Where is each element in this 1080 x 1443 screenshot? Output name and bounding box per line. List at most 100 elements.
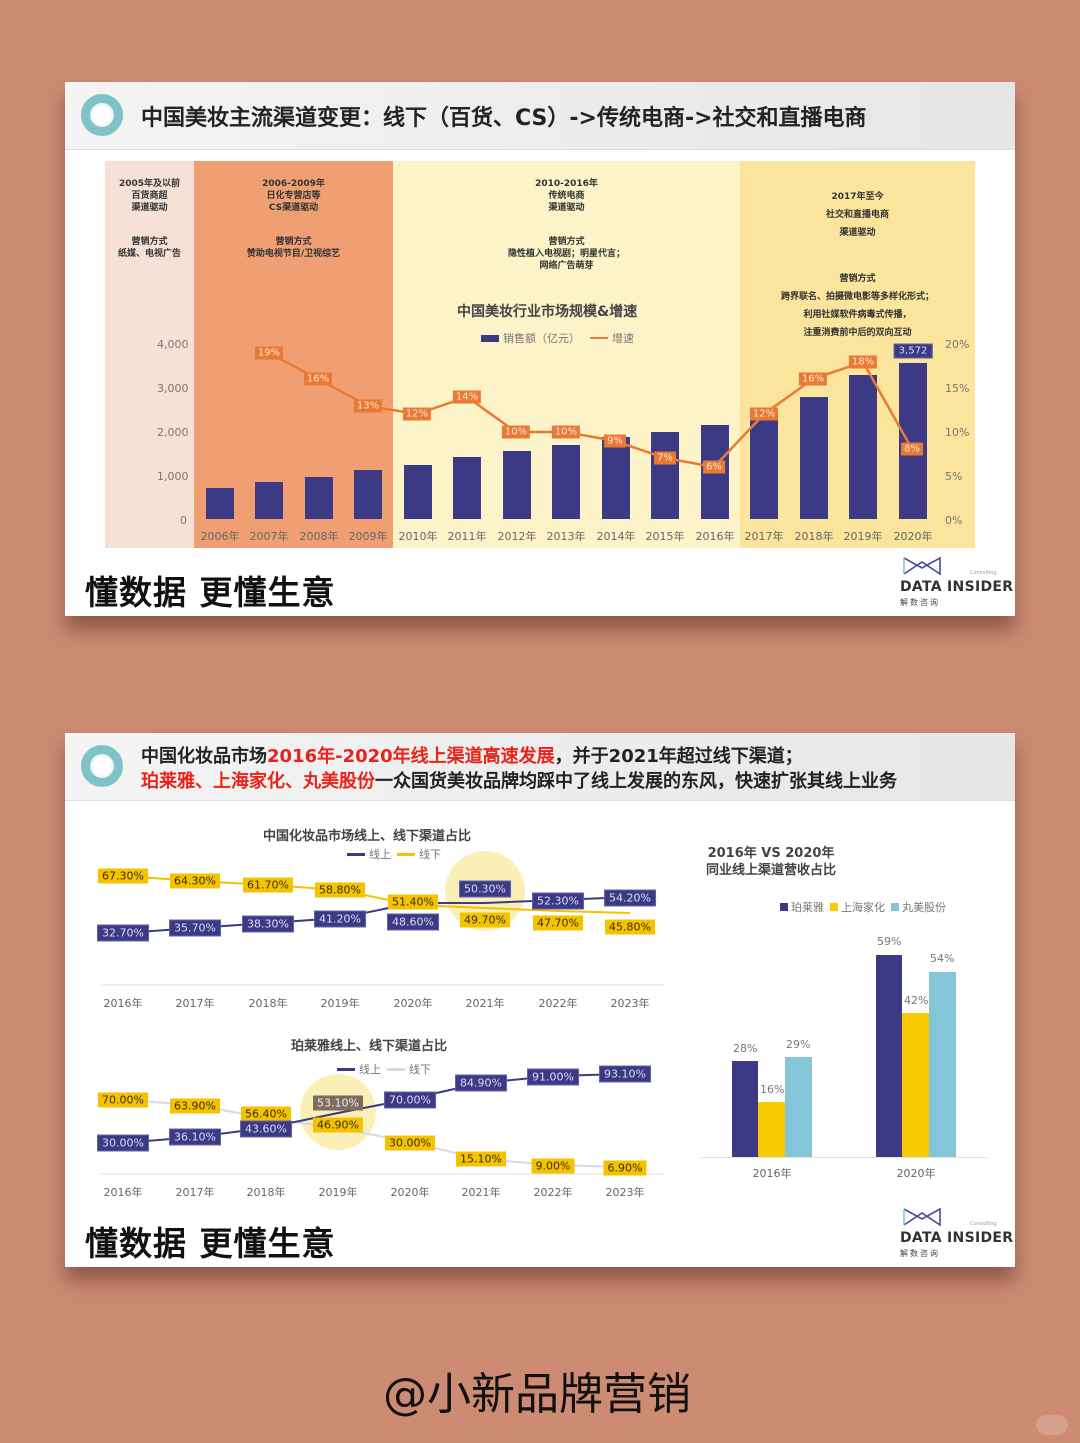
- x-label: 2011年: [447, 530, 487, 543]
- bar-label: 59%: [877, 935, 902, 948]
- proya-online-2021: 84.90%: [455, 1074, 507, 1092]
- bar-label: 16%: [760, 1083, 785, 1096]
- author-watermark: @小新品牌营销: [383, 1369, 691, 1420]
- bar-jahwa-2020: [902, 1013, 929, 1157]
- bar-proya-2016: [732, 1061, 758, 1157]
- rate-2013: 10%: [551, 425, 581, 439]
- proya-offline-2018: 56.40%: [241, 1106, 291, 1122]
- offline-2023: 45.80%: [605, 919, 655, 935]
- online-2018: 38.30%: [242, 915, 294, 933]
- era-text-2010-2016: 2010-2016年 传统电商 渠道驱动 营销方式 隐性植入电视剧；明星代言； 网络…: [507, 179, 625, 271]
- proya-offline-2020: 30.00%: [385, 1135, 435, 1151]
- x-label: 2018年: [248, 997, 288, 1010]
- rate-2020: 8%: [901, 442, 923, 456]
- x-label: 2009年: [348, 530, 388, 543]
- bar-2015: [651, 432, 679, 519]
- slide-title: 中国美妆主流渠道变更：线下（百货、CS）->传统电商->社交和直播电商: [141, 106, 867, 131]
- proya-offline-2022: 9.00%: [531, 1158, 575, 1174]
- y-tick-4000: 4,000: [157, 338, 189, 351]
- online-2016: 32.70%: [97, 924, 149, 942]
- y-tick-2000: 2,000: [157, 426, 189, 439]
- x-label: 2016年: [103, 1186, 143, 1199]
- chart-title-proya: 珀莱雅线上、线下渠道占比: [291, 1039, 448, 1054]
- era-text-2017-now: 2017年至今 社交和直播电商 渠道驱动 营销方式 跨界联名、拍摄微电影等多样化形式…: [780, 192, 934, 338]
- x-label: 2012年: [497, 530, 537, 543]
- y2-tick-10: 10%: [945, 426, 970, 439]
- offline-2020: 51.40%: [388, 894, 438, 910]
- online-2023: 54.20%: [604, 889, 656, 907]
- data-insider-logo: Consulting DATA INSIDER 解数咨询: [900, 554, 1013, 614]
- offline-2018: 61.70%: [243, 877, 293, 893]
- bar-2018: [800, 397, 828, 519]
- rate-2008: 16%: [303, 372, 333, 386]
- bar-2017: [750, 413, 778, 519]
- proya-online-2017: 36.10%: [169, 1128, 221, 1146]
- x-label: 2019年: [320, 997, 360, 1010]
- proya-online-2019: 53.10%: [313, 1095, 363, 1111]
- x-label: 2019年: [318, 1186, 358, 1199]
- proya-offline-2023: 6.90%: [603, 1160, 647, 1176]
- proya-online-2020: 70.00%: [384, 1091, 436, 1109]
- slide-header: 中国美妆主流渠道变更：线下（百货、CS）->传统电商->社交和直播电商: [65, 82, 1015, 150]
- x-label: 2018年: [246, 1186, 286, 1199]
- legend-swatch-growth: [590, 337, 608, 339]
- bowtie-logo-icon: [903, 1207, 941, 1227]
- offline-2019: 58.80%: [315, 882, 365, 898]
- x-label: 2018年: [794, 530, 834, 543]
- x-label: 2019年: [843, 530, 883, 543]
- bar-proya-2020: [876, 955, 902, 1157]
- x-label: 2021年: [465, 997, 505, 1010]
- offline-2021: 49.70%: [460, 912, 510, 928]
- bar-label: 28%: [733, 1042, 758, 1055]
- slide-title-line1: 中国化妆品市场2016年-2020年线上渠道高速发展，并于2021年超过线下渠道…: [141, 746, 803, 767]
- proya-online-2018: 43.60%: [240, 1120, 292, 1138]
- bar-marubi-2020: [929, 972, 956, 1157]
- proya-offline-2016: 70.00%: [98, 1092, 148, 1108]
- x-label: 2023年: [610, 997, 650, 1010]
- y-tick-1000: 1,000: [157, 470, 189, 483]
- rate-2007: 19%: [254, 346, 284, 360]
- rate-2011: 14%: [452, 390, 482, 404]
- rate-2010: 12%: [402, 407, 432, 421]
- legend-swatch-online: [347, 852, 365, 856]
- chart-legend: 销售额（亿元） 增速: [481, 330, 634, 346]
- bowtie-logo-icon: [903, 556, 941, 576]
- rate-2015: 7%: [654, 451, 676, 465]
- legend-swatch-proya: [780, 903, 788, 911]
- x-label: 2016年: [752, 1167, 792, 1180]
- online-2020: 48.60%: [387, 913, 439, 931]
- slide-header: 中国化妆品市场2016年-2020年线上渠道高速发展，并于2021年超过线下渠道…: [65, 733, 1015, 801]
- proya-online-2016: 30.00%: [97, 1134, 149, 1152]
- x-label: 2006年: [200, 530, 240, 543]
- legend-proya: 线上 线下: [337, 1061, 431, 1077]
- x-label: 2010年: [398, 530, 438, 543]
- x-label: 2007年: [249, 530, 289, 543]
- y2-tick-5: 5%: [945, 470, 963, 483]
- y2-tick-20: 20%: [945, 338, 970, 351]
- x-label: 2017年: [744, 530, 784, 543]
- bar-2010: [404, 465, 432, 519]
- x-label: 2020年: [893, 530, 933, 543]
- bar-2006: [206, 488, 234, 519]
- slide-market-channel-evolution: 中国美妆主流渠道变更：线下（百货、CS）->传统电商->社交和直播电商 2005…: [65, 82, 1015, 616]
- bar-2007: [255, 482, 283, 519]
- rate-2018: 16%: [798, 372, 828, 386]
- proya-online-2022: 91.00%: [527, 1068, 579, 1086]
- rate-2014: 9%: [604, 434, 626, 448]
- legend-swatch-marubi: [891, 903, 899, 911]
- rate-2017: 12%: [749, 407, 779, 421]
- x-label: 2020年: [390, 1186, 430, 1199]
- bar-2013: [552, 445, 580, 519]
- chart-title: 中国美妆行业市场规模&增速: [457, 304, 638, 320]
- bar-2020: [899, 363, 927, 519]
- x-label: 2015年: [645, 530, 685, 543]
- x-label: 2022年: [538, 997, 578, 1010]
- proya-offline-2017: 63.90%: [170, 1098, 220, 1114]
- offline-2022: 47.70%: [533, 915, 583, 931]
- x-label: 2023年: [605, 1186, 645, 1199]
- footer-slogan: 懂数据 更懂生意: [85, 1224, 336, 1263]
- x-label: 2014年: [596, 530, 636, 543]
- offline-2016: 67.30%: [98, 868, 148, 884]
- x-label: 2017年: [175, 1186, 215, 1199]
- slide-online-offline-share: 中国化妆品市场2016年-2020年线上渠道高速发展，并于2021年超过线下渠道…: [65, 733, 1015, 1267]
